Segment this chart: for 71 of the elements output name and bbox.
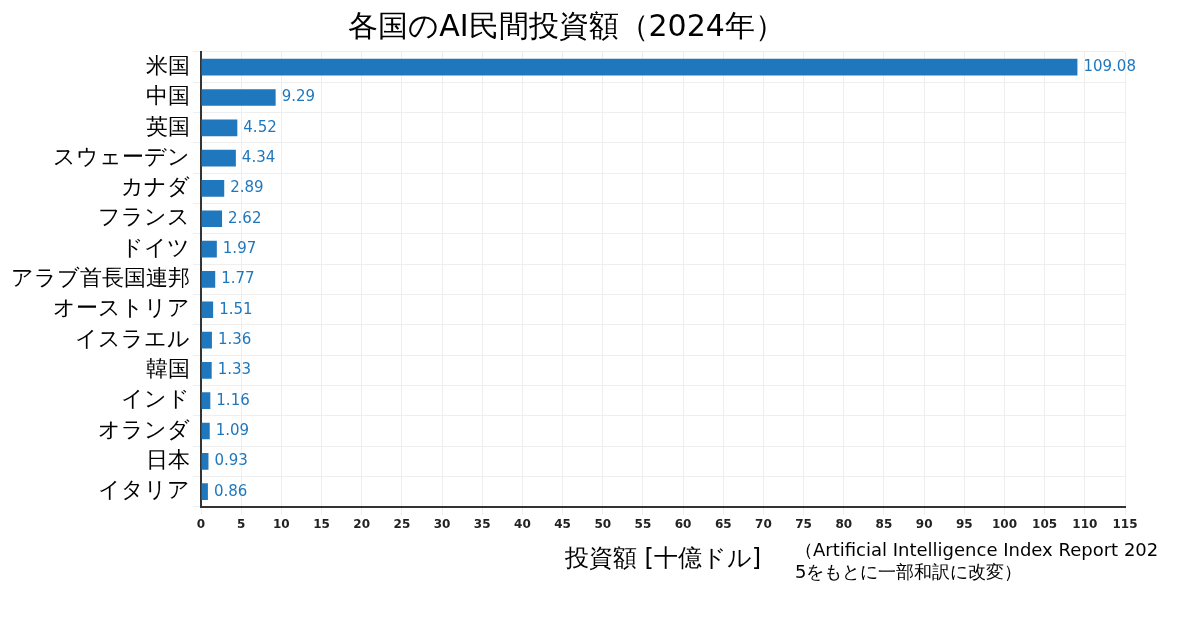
bar [201,301,214,319]
bar [201,210,223,228]
x-tick-label: 100 [991,517,1018,532]
y-tick-label: 米国 [146,52,190,78]
bar [201,271,216,288]
y-tick-label: 中国 [146,83,190,109]
y-tick-label: スウェーデン [53,143,190,169]
bar [201,149,236,167]
y-tick-label: イスラエル [75,325,190,351]
y-tick-label: 英国 [146,113,190,139]
y-tick-label: オランダ [98,416,190,442]
x-tick-label: 30 [433,517,451,532]
bar [201,119,238,137]
y-tick-label: 韓国 [146,356,190,382]
x-tick-label: 25 [393,517,411,532]
text: （Artificial Intelligence Index Report 2025をもとに一部和訳に改変） [795,539,1159,582]
x-tick-label: 50 [594,517,612,532]
bar [201,483,208,500]
data-label: 1.36 [217,329,252,348]
data-label: 1.97 [222,238,257,257]
chart-title: 各国のAI民間投資額（2024年） [348,7,785,43]
bar [201,331,212,349]
bar [201,58,1078,76]
y-tick-label: インド [121,386,190,412]
y-tick-label: イタリア [98,477,190,503]
x-axis-title: 投資額 [十億ドル] [563,543,762,572]
x-tick-label: 110 [1072,517,1098,532]
bar [201,240,217,258]
x-tick-label: 35 [473,517,491,532]
x-tick-label: 15 [313,517,330,532]
x-tick-label: 60 [674,517,692,532]
data-label: 2.62 [228,208,262,227]
x-tick-label: 40 [514,517,531,532]
x-tick-label: 10 [273,517,290,532]
y-tick-label: ドイツ [121,234,190,260]
data-label: 4.52 [243,117,277,136]
data-label: 1.09 [215,420,250,439]
bar [201,422,210,440]
x-tick-label: 115 [1112,517,1138,532]
x-tick-label: 80 [835,517,853,532]
y-tick-label: 日本 [146,447,190,473]
x-tick-label: 85 [875,517,893,532]
x-tick-label: 20 [353,517,371,532]
data-label: 109.08 [1083,57,1136,76]
data-label: 4.34 [241,148,276,167]
x-tick-label: 5 [236,517,246,532]
y-tick-label: フランス [98,204,190,230]
x-tick-label: 70 [755,517,772,532]
bar [201,362,212,379]
x-tick-label: 0 [196,517,206,532]
bar [201,392,211,410]
x-tick-label: 55 [634,517,652,532]
data-label: 1.51 [219,299,253,318]
data-label: 2.89 [230,178,264,197]
y-tick-label: アラブ首長国連邦 [11,265,190,291]
x-tick-label: 65 [714,517,732,532]
x-tick-label: 90 [915,517,933,532]
data-label: 0.93 [214,451,248,470]
data-label: 1.77 [221,269,255,288]
x-tick-label: 105 [1032,517,1058,532]
x-tick-label: 45 [554,517,571,532]
x-tick-label: 75 [795,517,812,532]
data-label: 1.33 [217,360,252,379]
y-tick-label: オーストリア [53,295,190,321]
y-tick-label: カナダ [121,174,190,200]
x-tick-label: 95 [955,517,973,532]
bar [201,89,276,106]
data-label: 1.16 [216,390,250,409]
bar [201,180,225,197]
data-label: 9.29 [281,87,316,106]
data-label: 0.86 [213,481,248,500]
